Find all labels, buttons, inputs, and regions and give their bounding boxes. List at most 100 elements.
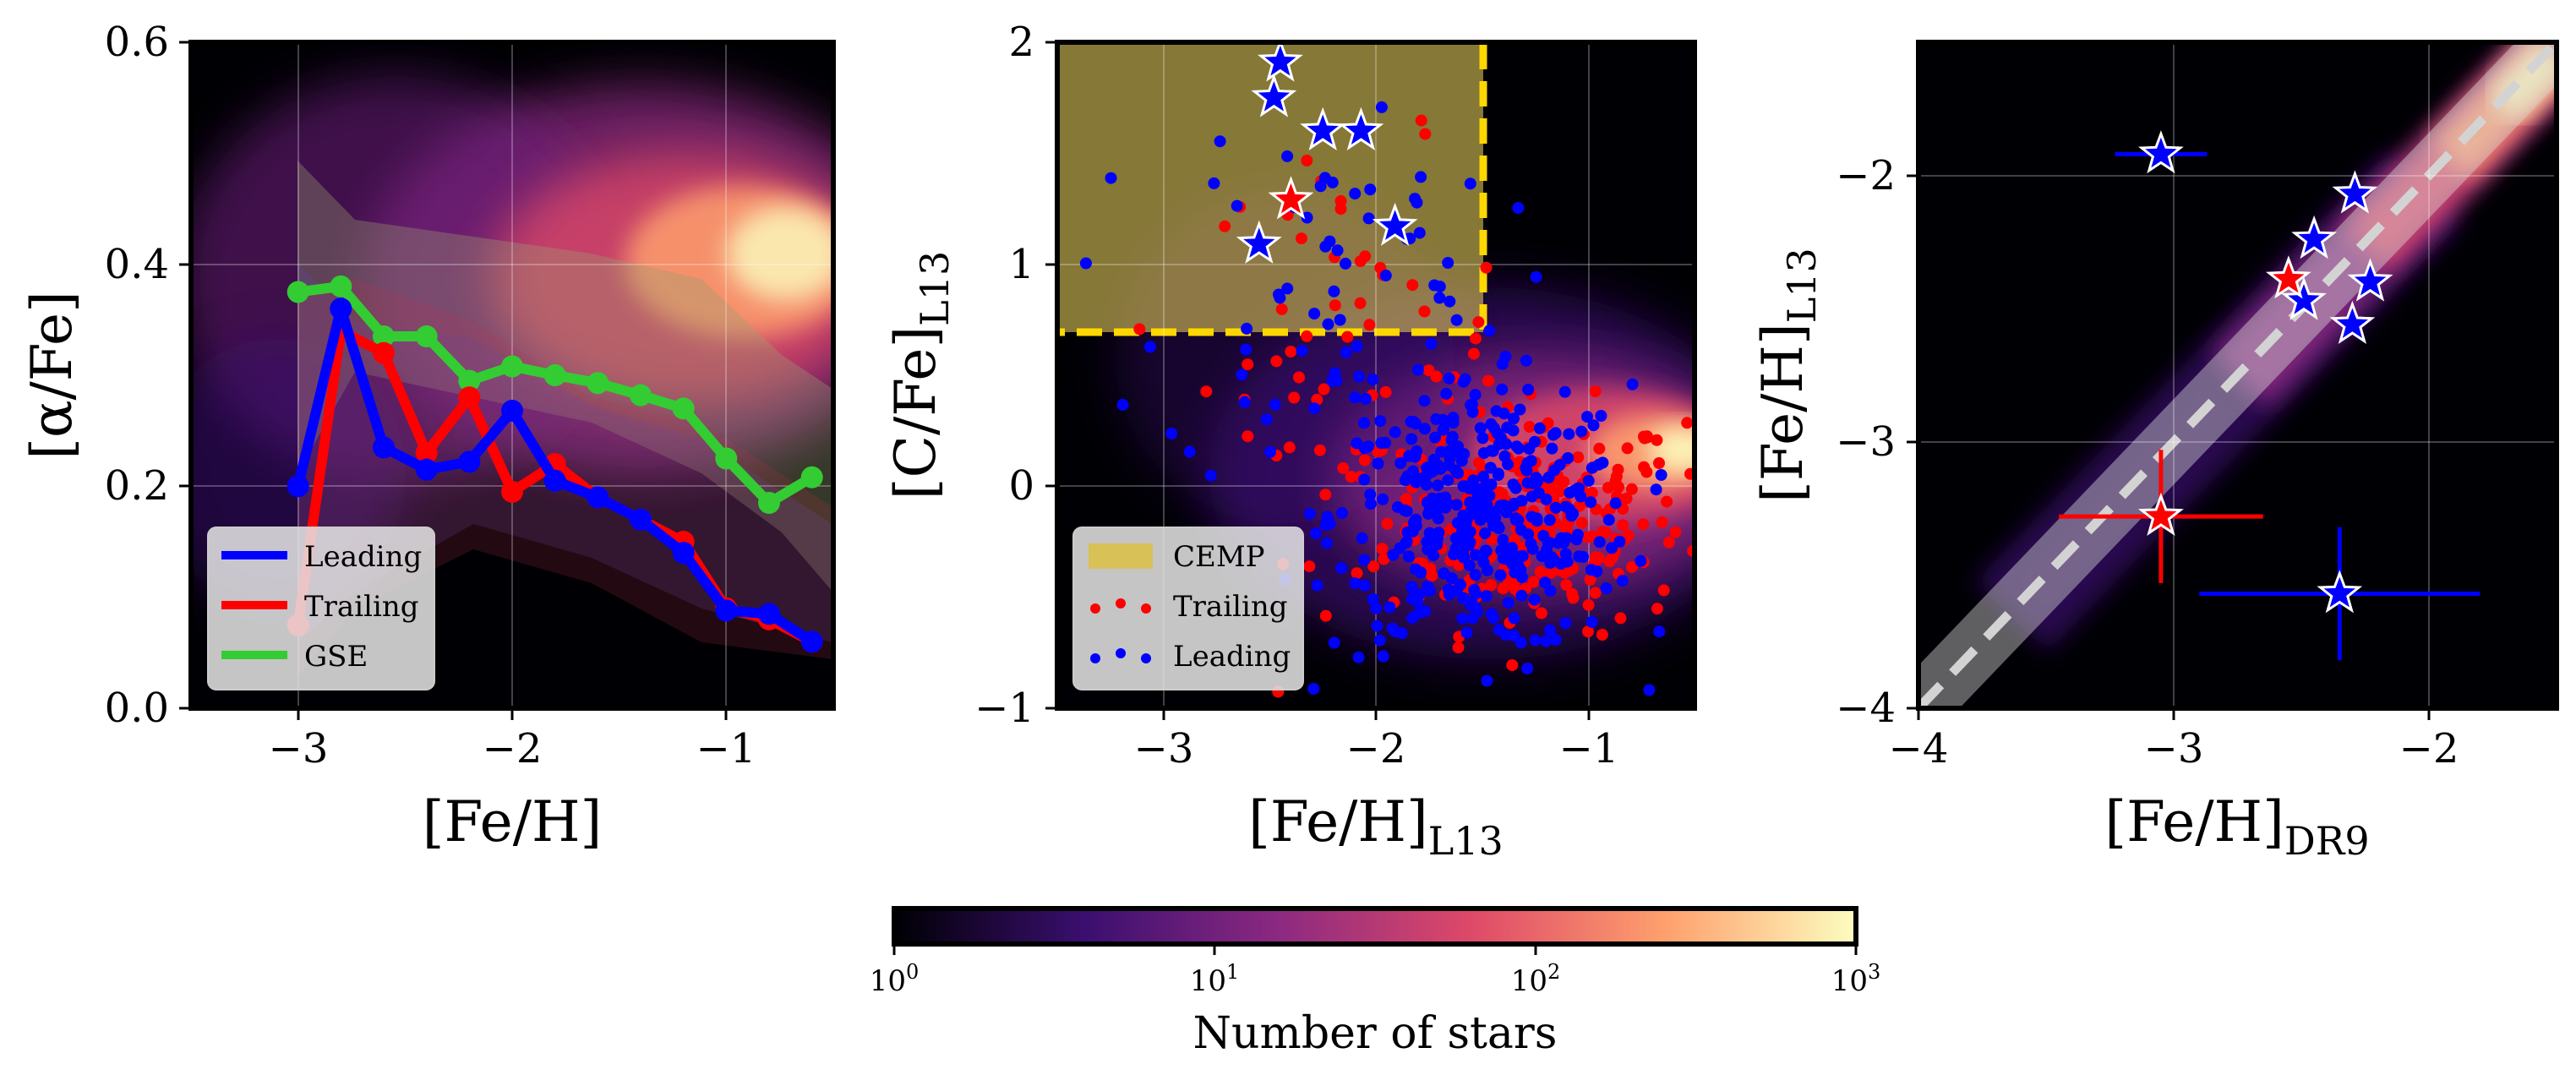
legend-trailing-marker bbox=[1141, 603, 1151, 614]
scatter-point-leading bbox=[1558, 537, 1570, 549]
scatter-point-trailing bbox=[1313, 444, 1326, 456]
scatter-point-leading bbox=[1444, 295, 1456, 308]
scatter-point-leading bbox=[1356, 532, 1368, 544]
scatter-point-leading bbox=[1335, 562, 1348, 575]
series-point-gse bbox=[458, 369, 481, 392]
scatter-point-leading bbox=[1513, 550, 1525, 563]
scatter-point-trailing bbox=[1319, 488, 1332, 501]
legend-trailing-label: Trailing bbox=[1173, 590, 1288, 624]
scatter-point-leading bbox=[1512, 202, 1525, 214]
scatter-point-leading bbox=[1214, 135, 1226, 148]
xtick-right-2: −2 bbox=[2399, 725, 2459, 772]
ticks-middle bbox=[1045, 41, 1591, 720]
scatter-point-leading bbox=[1438, 567, 1450, 580]
scatter-point-leading bbox=[1585, 496, 1597, 509]
scatter-point-trailing bbox=[1651, 603, 1663, 615]
legend-trailing-marker bbox=[1090, 603, 1100, 614]
scatter-point-trailing bbox=[1219, 220, 1231, 232]
ytick-left-3: 0.6 bbox=[105, 19, 169, 66]
scatter-point-trailing bbox=[1589, 385, 1602, 397]
scatter-point-leading bbox=[1418, 395, 1431, 407]
series-point-leading bbox=[287, 475, 309, 498]
scatter-point-leading bbox=[1310, 527, 1322, 539]
scatter-point-leading bbox=[1328, 285, 1340, 297]
scatter-point-trailing bbox=[1285, 346, 1297, 357]
series-point-trailing bbox=[373, 341, 395, 364]
scatter-point-leading bbox=[1466, 612, 1479, 625]
scatter-point-trailing bbox=[1584, 574, 1596, 586]
scatter-point-leading bbox=[1521, 663, 1534, 674]
scatter-point-trailing bbox=[1581, 531, 1594, 543]
scatter-point-leading bbox=[1433, 292, 1446, 304]
scatter-point-leading bbox=[1577, 550, 1589, 563]
scatter-point-trailing bbox=[1651, 434, 1663, 446]
scatter-point-leading bbox=[1456, 612, 1469, 625]
scatter-point-leading bbox=[1488, 505, 1501, 518]
star-marker-leading bbox=[2329, 300, 2376, 345]
scatter-point-leading bbox=[1523, 443, 1536, 455]
scatter-point-leading bbox=[1425, 337, 1438, 350]
scatter-point-leading bbox=[1477, 447, 1490, 460]
scatter-point-trailing bbox=[1523, 421, 1536, 433]
scatter-point-leading bbox=[1585, 461, 1598, 474]
scatter-point-leading bbox=[1549, 634, 1562, 647]
scatter-point-trailing bbox=[1575, 516, 1588, 529]
scatter-point-leading bbox=[1432, 479, 1444, 492]
ytick-middle-3: 2 bbox=[1008, 19, 1034, 66]
scatter-point-leading bbox=[1320, 537, 1333, 549]
scatter-point-leading bbox=[1575, 425, 1588, 438]
series-point-gse bbox=[543, 364, 566, 386]
scatter-point-leading bbox=[1079, 257, 1092, 270]
star-marker-leading bbox=[1372, 202, 1418, 246]
scatter-point-leading bbox=[1655, 469, 1667, 481]
scatter-point-leading bbox=[1542, 472, 1555, 483]
scatter-point-trailing bbox=[1288, 391, 1301, 404]
scatter-point-leading bbox=[1514, 403, 1526, 416]
scatter-point-trailing bbox=[1545, 566, 1558, 579]
series-point-leading bbox=[330, 297, 352, 320]
scatter-point-leading bbox=[1364, 498, 1377, 510]
legend-leading-marker bbox=[1090, 653, 1100, 663]
scatter-point-trailing bbox=[1275, 303, 1288, 315]
scatter-point-leading bbox=[1530, 270, 1542, 283]
scatter-point-leading bbox=[1377, 650, 1389, 663]
scatter-point-leading bbox=[1492, 520, 1504, 532]
scatter-point-trailing bbox=[1381, 517, 1394, 530]
scatter-point-leading bbox=[1379, 270, 1392, 281]
xtick-right-0: −4 bbox=[1889, 725, 1949, 772]
scatter-point-leading bbox=[1508, 629, 1520, 641]
scatter-point-leading bbox=[1493, 624, 1505, 636]
scatter-point-leading bbox=[1514, 636, 1527, 649]
scatter-point-leading bbox=[1563, 503, 1575, 516]
scatter-point-leading bbox=[1314, 180, 1327, 193]
scatter-point-leading bbox=[1352, 651, 1365, 663]
scatter-point-leading bbox=[1264, 445, 1276, 458]
scatter-point-leading bbox=[1389, 426, 1401, 439]
scatter-point-leading bbox=[1445, 434, 1458, 446]
scatter-point-trailing bbox=[1681, 417, 1694, 429]
scatter-point-leading bbox=[1466, 476, 1479, 488]
colorbar-tick-2: 102 bbox=[1511, 960, 1561, 998]
scatter-point-leading bbox=[1496, 383, 1509, 396]
scatter-point-leading bbox=[1307, 683, 1320, 695]
scatter-point-leading bbox=[1444, 452, 1456, 465]
ytick-right-2: −2 bbox=[1836, 152, 1896, 199]
scatter-point-trailing bbox=[1626, 560, 1638, 573]
xtick-middle-0: −3 bbox=[1134, 725, 1194, 772]
scatter-point-leading bbox=[1358, 554, 1371, 566]
scatter-point-leading bbox=[1432, 512, 1444, 525]
scatter-point-trailing bbox=[1418, 305, 1431, 318]
scatter-point-trailing bbox=[1422, 364, 1435, 377]
series-point-leading bbox=[373, 436, 395, 459]
scatter-point-trailing bbox=[1295, 232, 1307, 245]
series-point-leading bbox=[501, 400, 523, 422]
scatter-point-leading bbox=[1571, 528, 1584, 541]
scatter-point-leading bbox=[1330, 374, 1343, 387]
scatter-point-leading bbox=[1463, 559, 1476, 571]
scatter-point-leading bbox=[1303, 507, 1316, 520]
ticks-right bbox=[1907, 174, 2431, 720]
scatter-point-leading bbox=[1358, 473, 1371, 486]
scatter-point-trailing bbox=[1661, 495, 1673, 508]
ylabel-left: [α/Fe] bbox=[19, 291, 85, 460]
star-marker-leading bbox=[1236, 220, 1282, 264]
